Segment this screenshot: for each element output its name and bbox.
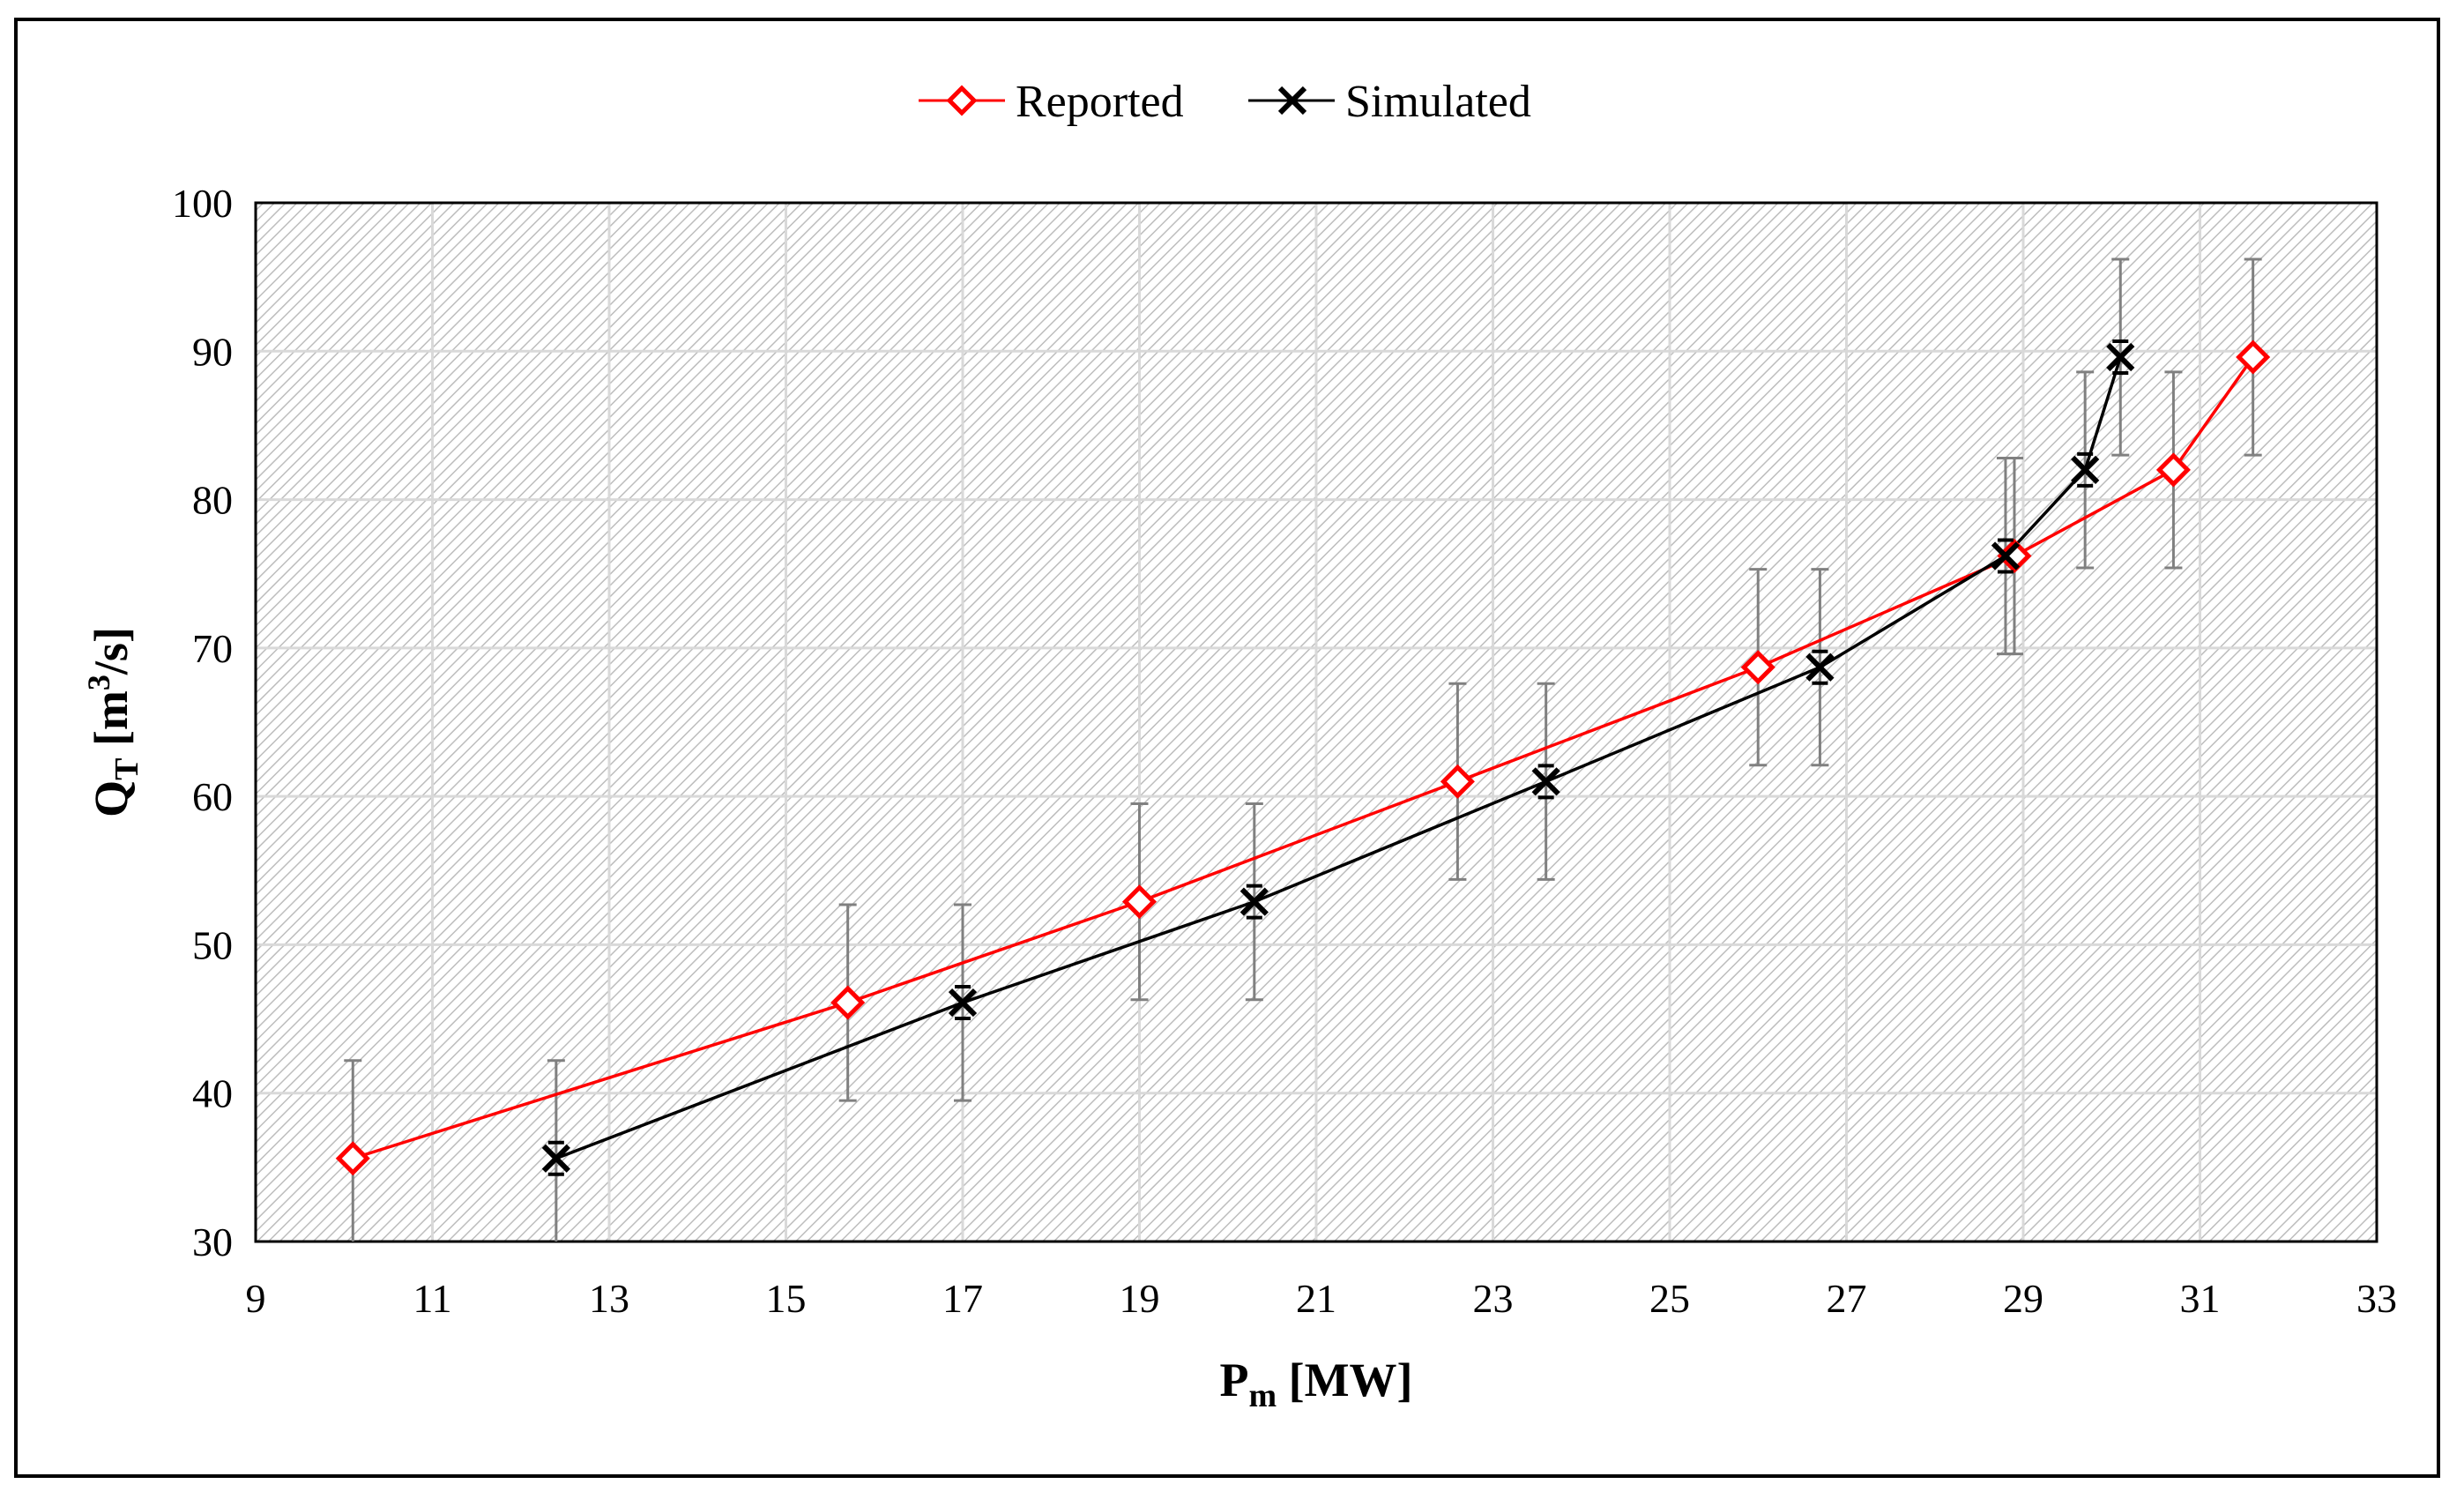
legend-simulated-label: Simulated xyxy=(1345,77,1531,127)
figure-frame: 9 11 13 15 17 19 21 23 25 27 29 31 33 30 40 50 60 70 80 90… xyxy=(14,18,2440,1478)
x-tick-label: 9 xyxy=(246,1276,266,1321)
y-tick-label: 100 xyxy=(172,181,233,226)
x-axis-title-main: P xyxy=(1219,1354,1248,1406)
y-axis-title-subscript: T xyxy=(108,758,145,780)
y-axis-title-unit: [m xyxy=(85,690,138,757)
line-chart: 9 11 13 15 17 19 21 23 25 27 29 31 33 30 40 50 60 70 80 90… xyxy=(81,77,2398,1414)
series-line-reported xyxy=(352,356,2255,1160)
legend-simulated-marker xyxy=(1277,86,1307,116)
data-point-reported xyxy=(830,985,866,1020)
series-lines xyxy=(352,356,2255,1160)
data-point-simulated xyxy=(948,985,978,1021)
x-tick-label: 33 xyxy=(2356,1276,2397,1321)
plot-frame xyxy=(254,201,2378,1243)
legend: Reported Simulated xyxy=(919,77,1531,127)
series-markers xyxy=(335,339,2271,1176)
y-tick-label: 80 xyxy=(192,478,233,523)
x-axis-title: Pm [MW] xyxy=(1219,1354,1412,1414)
series-line-simulated xyxy=(555,356,2122,1160)
data-point-reported xyxy=(1440,764,1475,799)
y-tick-label: 90 xyxy=(192,329,233,374)
legend-reported-marker xyxy=(946,85,978,116)
data-point-reported xyxy=(1740,650,1775,685)
y-tick-label: 50 xyxy=(192,922,233,967)
x-tick-label: 19 xyxy=(1120,1276,1160,1321)
data-point-simulated xyxy=(2071,451,2100,488)
data-point-simulated xyxy=(541,1140,570,1176)
x-axis-title-subscript: m xyxy=(1248,1377,1277,1414)
x-tick-label: 17 xyxy=(942,1276,983,1321)
x-tick-label: 25 xyxy=(1649,1276,1690,1321)
x-tick-label: 31 xyxy=(2180,1276,2221,1321)
y-tick-label: 30 xyxy=(192,1219,233,1264)
data-point-reported xyxy=(1997,538,2032,574)
y-axis-title-superscript: 3 xyxy=(81,675,116,690)
y-tick-labels: 30 40 50 60 70 80 90 100 xyxy=(172,181,233,1264)
data-point-reported xyxy=(2155,452,2191,488)
error-bar xyxy=(547,1059,565,1242)
x-tick-labels: 9 11 13 15 17 19 21 23 25 27 29 31 33 xyxy=(246,1276,2398,1321)
data-point-reported xyxy=(335,1141,370,1176)
data-point-simulated xyxy=(1805,649,1835,685)
data-point-simulated xyxy=(1531,764,1560,800)
data-point-reported xyxy=(1121,884,1158,920)
data-point-simulated xyxy=(1239,884,1269,920)
data-point-simulated xyxy=(1991,538,2021,574)
y-axis-title: QT [m3/s] xyxy=(81,627,145,817)
y-tick-label: 60 xyxy=(192,774,233,819)
x-tick-label: 29 xyxy=(2003,1276,2043,1321)
legend-reported-label: Reported xyxy=(1016,77,1184,127)
x-axis-title-unit: [MW] xyxy=(1277,1354,1412,1406)
y-tick-label: 70 xyxy=(192,626,233,671)
x-tick-label: 21 xyxy=(1296,1276,1336,1321)
x-tick-label: 13 xyxy=(589,1276,629,1321)
y-axis-title-main: Q xyxy=(85,780,138,817)
x-tick-label: 27 xyxy=(1827,1276,1867,1321)
data-point-reported xyxy=(2236,339,2271,375)
y-axis-title-unit-end: /s] xyxy=(85,627,138,675)
data-point-simulated xyxy=(2106,339,2135,376)
y-tick-label: 40 xyxy=(192,1071,233,1116)
x-tick-label: 11 xyxy=(413,1276,451,1321)
x-tick-label: 15 xyxy=(766,1276,807,1321)
x-tick-label: 23 xyxy=(1473,1276,1514,1321)
